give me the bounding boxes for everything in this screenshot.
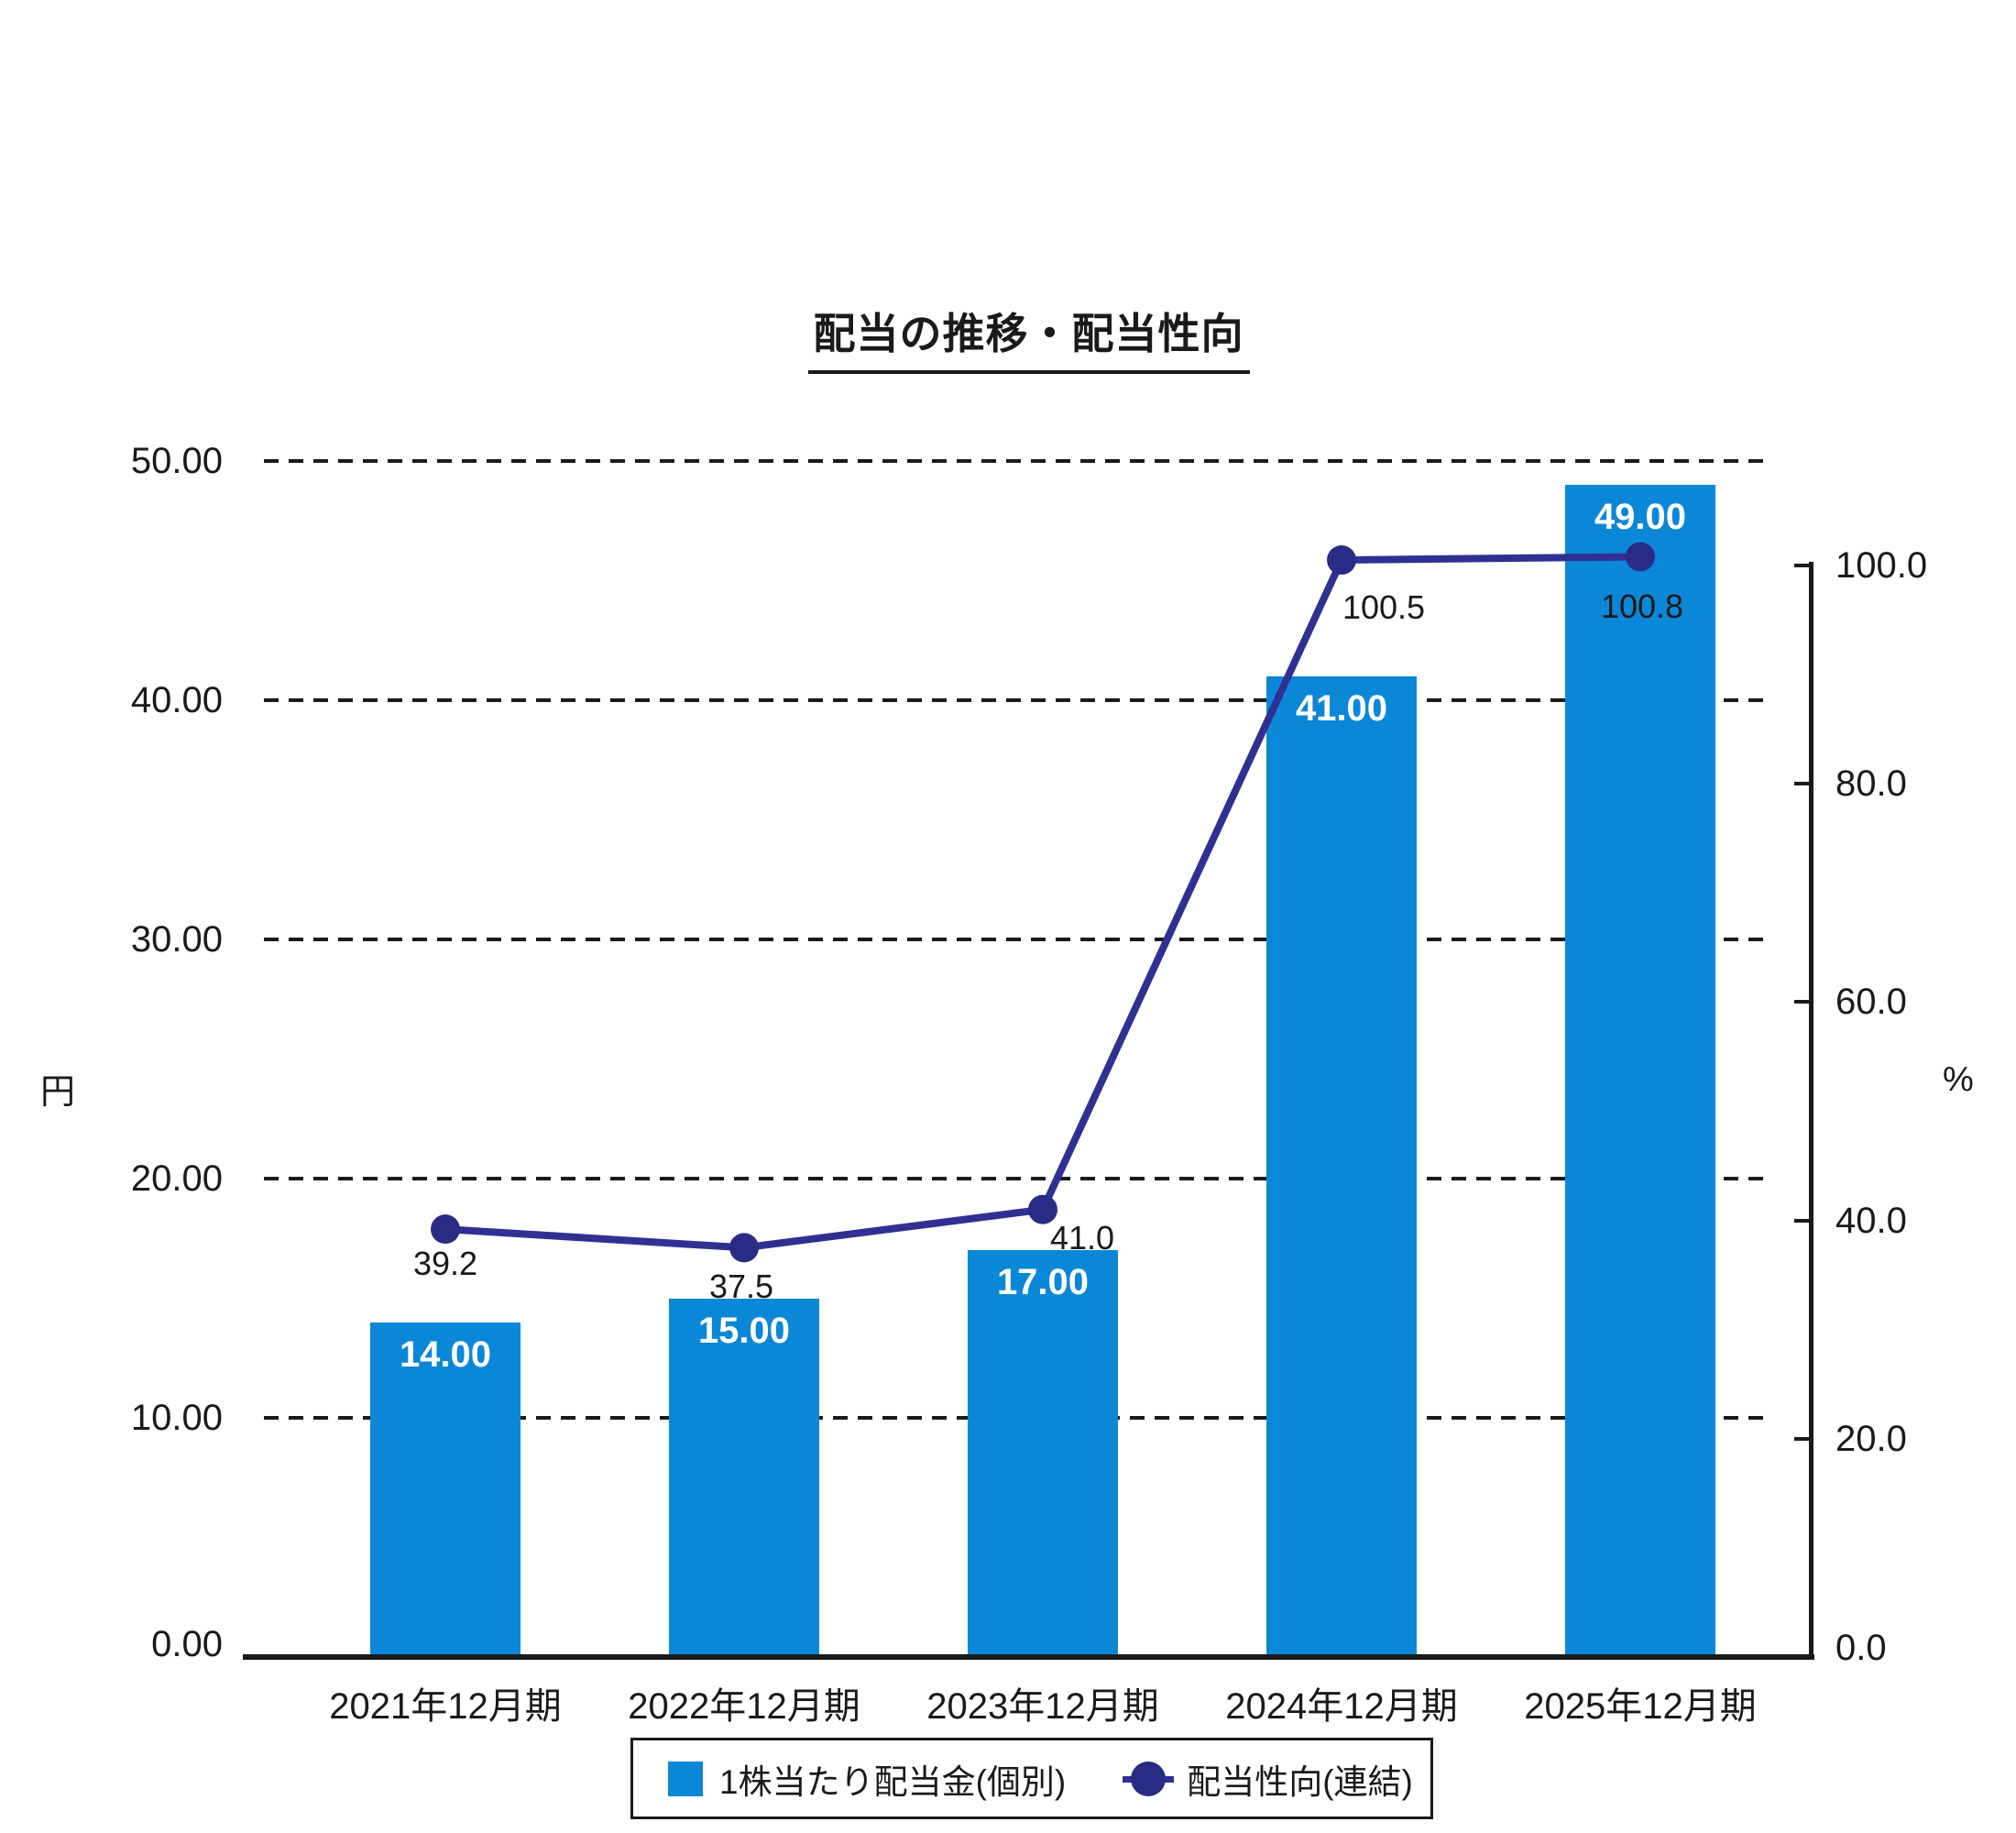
bar-2024年12月期	[1266, 675, 1417, 1657]
point-value-label: 39.2	[412, 1245, 478, 1283]
right-axis-tick-label: 60.0	[1835, 982, 1907, 1023]
chart-title: 配当の推移・配当性向	[807, 301, 1250, 374]
left-axis-tick-label: 50.00	[130, 441, 223, 481]
right-axis-line	[1809, 562, 1813, 1657]
gridline-40	[264, 698, 1766, 702]
legend-bar-label: 1株当たり配当金(個別)	[719, 1762, 1067, 1801]
left-axis-tick-label: 30.00	[130, 919, 223, 960]
x-axis-label: 2021年12月期	[329, 1686, 562, 1727]
bar-value-label: 49.00	[1594, 497, 1687, 538]
data-point	[431, 1214, 460, 1245]
right-axis-tick	[1794, 1436, 1809, 1441]
right-axis-tick-label: 100.0	[1835, 545, 1928, 586]
bar-2023年12月期	[968, 1250, 1118, 1657]
left-axis-tick-label: 0.00	[151, 1624, 223, 1664]
x-axis-label: 2022年12月期	[628, 1686, 860, 1727]
point-value-label: 100.5	[1342, 588, 1426, 627]
legend: 1株当たり配当金(個別) 配当性向(連結)	[630, 1738, 1433, 1819]
point-value-label: 100.8	[1600, 587, 1684, 626]
right-axis-tick	[1794, 1000, 1809, 1004]
right-axis-tick-label: 0.0	[1835, 1628, 1887, 1668]
bar-2025年12月期	[1565, 485, 1715, 1657]
data-point	[1327, 545, 1356, 576]
gridline-50	[264, 459, 1766, 463]
left-axis-unit-label: 円	[40, 1073, 76, 1112]
x-axis-label: 2024年12月期	[1225, 1686, 1458, 1727]
point-value-label: 41.0	[1049, 1218, 1115, 1257]
legend-line-marker-icon	[1123, 1761, 1175, 1797]
x-axis-label: 2025年12月期	[1524, 1686, 1757, 1727]
data-point	[729, 1233, 759, 1263]
legend-item-payout: 配当性向(連結)	[1123, 1754, 1413, 1804]
right-axis-unit-label: %	[1943, 1060, 1974, 1099]
legend-bar-swatch	[668, 1761, 703, 1796]
point-value-label: 37.5	[708, 1268, 774, 1306]
x-axis-label: 2023年12月期	[926, 1686, 1159, 1727]
right-axis-tick-label: 20.0	[1835, 1418, 1907, 1459]
gridline-30	[264, 938, 1766, 941]
left-axis-tick-label: 20.00	[130, 1158, 223, 1199]
data-point	[1028, 1194, 1057, 1224]
right-axis-tick-label: 80.0	[1835, 763, 1907, 805]
right-axis-tick	[1794, 564, 1809, 567]
legend-item-dividend: 1株当たり配当金(個別)	[668, 1754, 1066, 1804]
x-axis-baseline	[243, 1654, 1814, 1660]
left-axis-tick-label: 40.00	[130, 680, 223, 720]
chart-title-wrap: 配当の推移・配当性向	[243, 301, 1814, 374]
bar-value-label: 15.00	[697, 1310, 791, 1351]
bar-2022年12月期	[669, 1298, 819, 1657]
trend-line-path	[444, 553, 1641, 1252]
bar-value-label: 41.00	[1295, 687, 1388, 729]
bar-2021年12月期	[370, 1322, 520, 1657]
right-axis-tick	[1794, 1218, 1809, 1223]
bar-value-label: 14.00	[399, 1334, 492, 1375]
left-axis-tick-label: 10.00	[130, 1398, 223, 1438]
data-point	[1626, 542, 1655, 572]
legend-line-label: 配当性向(連結)	[1187, 1762, 1413, 1801]
bar-value-label: 17.00	[996, 1262, 1090, 1303]
right-axis-tick	[1794, 782, 1809, 786]
legend-line-dot	[1131, 1761, 1167, 1796]
right-axis-tick-label: 40.0	[1835, 1200, 1907, 1241]
gridline-20	[264, 1177, 1766, 1180]
